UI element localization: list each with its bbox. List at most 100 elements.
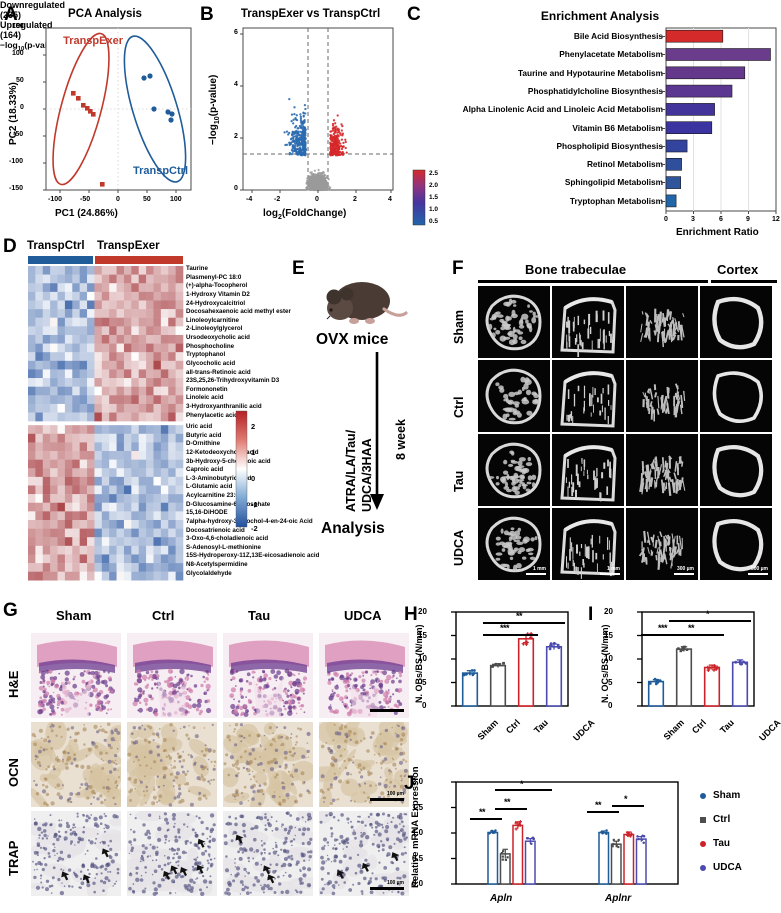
i-sigline-0 [641, 634, 696, 636]
microct-image-tau-col2 [552, 434, 624, 506]
pca-ytick-6: -150 [9, 185, 24, 192]
heatmap-row-label: 23S,25,26-Trihydroxyvitamin D3 [186, 377, 280, 385]
microct-row-label-sham: Sham [452, 309, 466, 344]
panel-label-g: G [3, 600, 18, 621]
enrichment-label-2: Taurine and Hypotaurine Metabolism [517, 67, 663, 78]
enrichment-label-4: Alpha Linolenic Acid and Linoleic Acid M… [462, 104, 663, 115]
microct-image-ctrl-col2 [552, 360, 624, 432]
heatmap-row-label: 12-Ketodeoxycholic acid [186, 448, 259, 456]
hm-cbar-tick-4: -2 [251, 524, 258, 533]
pca-xtick-3: 50 [143, 196, 151, 203]
panel-label-e: E [292, 258, 305, 279]
volcano-up-label: Upregulated [0, 20, 53, 30]
j-sig-3: ** [595, 800, 602, 810]
enrichment-tick-8 [661, 182, 665, 184]
panel-f-rule-2 [711, 280, 777, 283]
heatmap-row-label: Docosatrienoic acid [186, 526, 245, 534]
j-sig-1: ** [504, 797, 511, 807]
enrich-xtick-4: 12 [772, 216, 780, 223]
h-ytick-1: 15 [418, 631, 427, 640]
h-sigline-1 [483, 622, 565, 624]
histology-row-label-he: H&E [6, 670, 21, 698]
scalebar [600, 572, 620, 575]
scalebar [526, 572, 546, 575]
panel-f-header-cortex: Cortex [717, 262, 759, 277]
pca-ytick-0: 150 [12, 23, 24, 30]
heatmap-row-label: Ursodeoxycholic acid [186, 334, 250, 341]
panel-d-heatmap [28, 266, 184, 581]
hm-cbar-tick-1: 1 [251, 448, 256, 457]
volcano-ytick-0: 0 [234, 185, 238, 192]
j-ytick-3: 0.5 [412, 854, 424, 863]
scalebar-label: 100 µm [386, 880, 404, 886]
panel-label-f: F [452, 258, 464, 279]
histology-image-trap-tau [223, 811, 313, 896]
heatmap-row-labels-up: Taurine Plasmenyl-PC 18:0 (+)-alpha-Tocoph… [186, 265, 291, 420]
i-xcat-3: UDCA [757, 717, 781, 743]
histology-row-label-ocn: OCN [6, 757, 21, 787]
i-sig-2: * [706, 609, 710, 619]
microct-image-sham-col3 [626, 286, 698, 358]
heatmap-row-label: 3-Hydroxyanthranilic acid [186, 403, 262, 410]
microct-row-label-ctrl: Ctrl [452, 396, 466, 418]
volcano-ylabel: −log10(p-value) [208, 74, 221, 145]
heatmap-bar-ctrl [28, 256, 93, 264]
histology-image-he-ctrl [127, 633, 217, 718]
enrich-legend-tick-4: 0.5 [429, 218, 439, 225]
volcano-xtick-1: -2 [274, 196, 281, 203]
heatmap-group-exer: TranspExer [97, 240, 160, 252]
panel-label-c: C [407, 4, 421, 25]
enrich-xtick-0: 0 [664, 216, 668, 223]
heatmap-row-label: L-Glutamic acid [186, 483, 233, 491]
heatmap-row-label: Linoleic acid [186, 394, 224, 402]
panel-label-b: B [200, 4, 214, 25]
i-sig-0: *** [658, 623, 668, 633]
heatmap-row-label: 3b-Hydroxy-5-cholenoic acid [186, 457, 271, 465]
microct-row-label-tau: Tau [452, 470, 466, 492]
ovx-mouse-icon [318, 275, 410, 331]
pca-label-ctrl: TranspCtrl [133, 165, 188, 177]
panel-e-treatment-line2: UDCA/3HAA [360, 438, 374, 512]
j-sigline-3 [587, 811, 619, 813]
panel-e-bottom-label: Analysis [321, 520, 385, 537]
heatmap-row-label: S-Adenosyl-L-methionine [186, 543, 261, 551]
scalebar [370, 709, 404, 712]
hm-cbar-tick-2: 0 [251, 474, 256, 483]
h-sig-1: ** [516, 611, 523, 621]
panel-b-title: TranspExer vs TranspCtrl [240, 8, 381, 20]
heatmap-row-label: Glycolaldehyde [186, 569, 232, 577]
i-ytick-4: 0 [608, 701, 613, 710]
heatmap-row-labels-down: Uric acid Butyric acid D-Ornithine 12-Ketod… [186, 423, 319, 578]
i-ytick-0: 20 [604, 607, 613, 616]
histology-col-header-sham: Sham [56, 608, 92, 623]
scalebar-label: 1 mm [532, 566, 546, 572]
enrichment-label-0: Bile Acid Biosynthesis [573, 31, 663, 41]
pca-xlabel: PC1 (24.86%) [55, 208, 118, 219]
volcano-ytick-3: 6 [234, 29, 238, 36]
histology-image-trap-ctrl [127, 811, 217, 896]
h-sigline-0 [483, 634, 538, 636]
panel-label-j: J [404, 773, 415, 794]
i-ytick-2: 10 [604, 654, 613, 663]
scalebar [370, 798, 404, 801]
enrichment-tick-4 [661, 109, 665, 111]
j-ytick-2: 1.0 [412, 828, 424, 837]
pca-ytick-3: 0 [20, 104, 24, 111]
legend-marker-udca [700, 864, 706, 871]
panel-label-h: H [404, 604, 418, 625]
enrich-legend-title: −log10(p-value) [0, 40, 60, 53]
legend-item-udca: UDCA [700, 862, 742, 873]
heatmap-row-label: 7alpha-hydroxy-3-oxochol-4-en-24-oic Aci… [186, 517, 313, 525]
panel-b-plot [205, 24, 405, 214]
heatmap-row-label: 3-Oxo-4,6-choladienoic acid [186, 535, 269, 543]
heatmap-row-label: Acylcarnitine 23:6 [186, 492, 239, 499]
panel-label-a: A [4, 4, 18, 25]
legend-label: Ctrl [713, 814, 731, 825]
heatmap-row-label: L-3-Aminobutyric acid [186, 474, 252, 482]
enrichment-label-7: Retinol Metabolism [586, 159, 663, 170]
histology-image-ocn-udca: 100 µm [319, 722, 409, 807]
heatmap-row-label: Docosahexaenoic acid methyl ester [186, 308, 291, 316]
pca-ytick-5: -100 [9, 158, 24, 165]
microct-image-tau-col4 [700, 434, 772, 506]
